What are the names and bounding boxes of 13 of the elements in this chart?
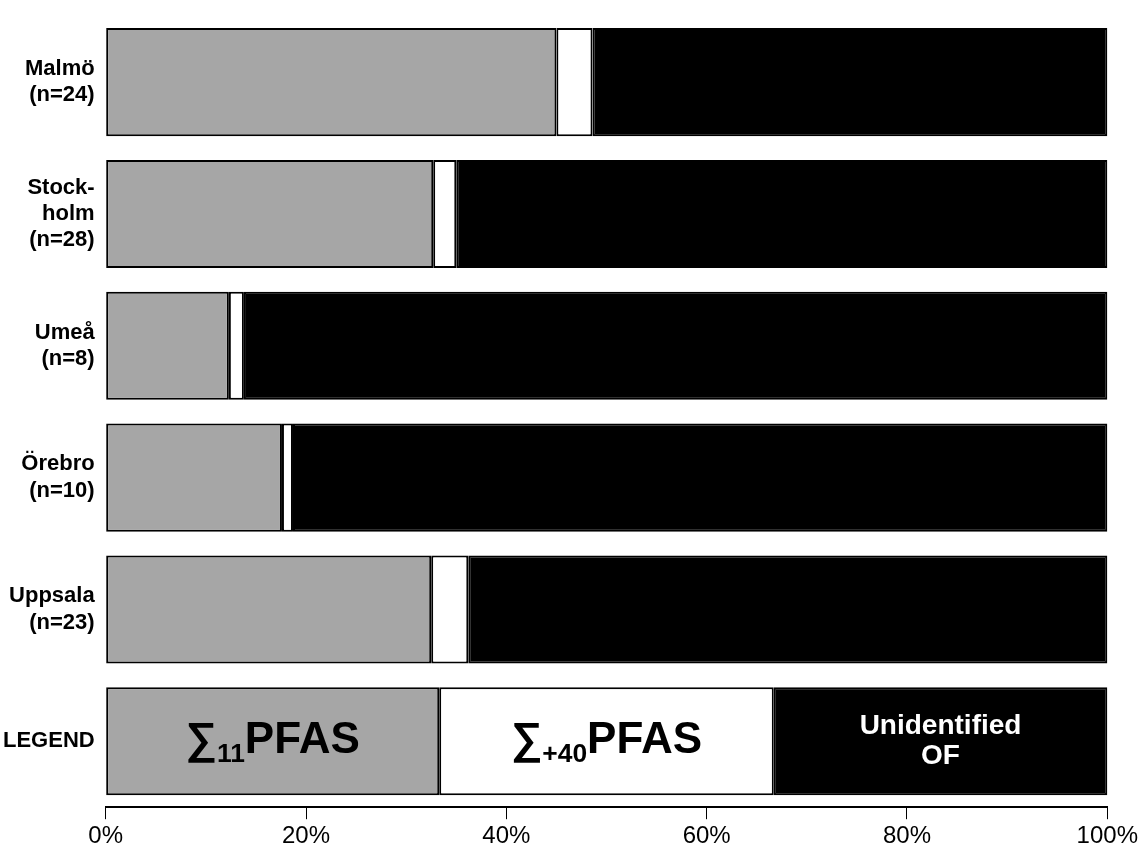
series-label: Unidentified OF [859,709,1022,770]
x-tick-label: 0% [88,821,124,849]
y-tick-label: Umeå (n=8) [34,318,96,371]
y-tick-label: Örebro (n=10) [21,450,95,502]
x-tick-label: 40% [482,821,531,849]
y-tick-label: Uppsala (n=23) [9,582,96,634]
y-tick-label: Stock- holm (n=28) [27,173,95,252]
y-tick-label: Malmö (n=24) [24,54,95,107]
x-tick-label: 20% [281,821,331,849]
x-tick-label: 100% [1076,821,1138,849]
x-tick-label: 60% [682,821,731,849]
y-tick-label: LEGEND [2,727,95,753]
x-tick-label: 80% [882,821,932,849]
